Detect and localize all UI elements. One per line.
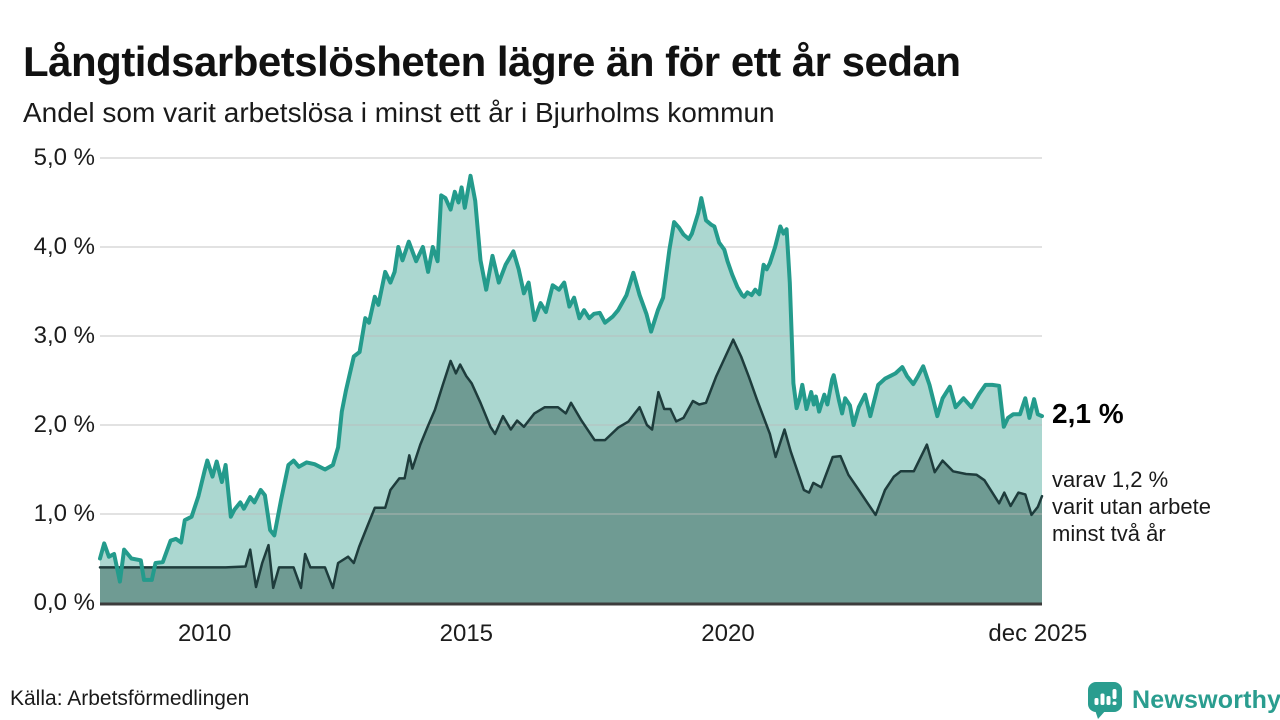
- breakdown-annotation: varav 1,2 % varit utan arbete minst två …: [1052, 466, 1280, 547]
- x-tick-label: 2010: [177, 620, 232, 647]
- breakdown-line: varav 1,2 %: [1052, 467, 1169, 492]
- series-line: [98, 338, 1044, 590]
- y-tick-label: 0,0 %: [33, 589, 95, 616]
- page-subtitle: Andel som varit arbetslösa i minst ett å…: [23, 97, 775, 128]
- y-tick-label: 5,0 %: [33, 144, 95, 171]
- y-tick-label: 4,0 %: [33, 233, 95, 260]
- page-title: Långtidsarbetslösheten lägre än för ett …: [23, 38, 961, 86]
- breakdown-line: varit utan arbete: [1052, 494, 1211, 519]
- breakdown-line: minst två år: [1052, 521, 1166, 546]
- source-note: Källa: Arbetsförmedlingen: [10, 687, 250, 710]
- series-line: [98, 173, 1044, 584]
- latest-value-annotation: 2,1 %: [1052, 398, 1124, 429]
- y-tick-label: 1,0 %: [33, 500, 95, 527]
- x-tick-label: 2015: [439, 620, 494, 647]
- newsworthy-pin-bar-chart-icon: [1088, 682, 1122, 719]
- area-fill: [100, 339, 1042, 603]
- y-tick-label: 2,0 %: [33, 411, 95, 438]
- x-tick-label: 2020: [701, 620, 755, 647]
- y-tick-label: 3,0 %: [33, 322, 95, 349]
- brand-name: Newsworthy: [1132, 685, 1280, 714]
- brand-logo: Newsworthy: [1085, 680, 1280, 720]
- x-tick-label: dec 2025: [988, 620, 1088, 647]
